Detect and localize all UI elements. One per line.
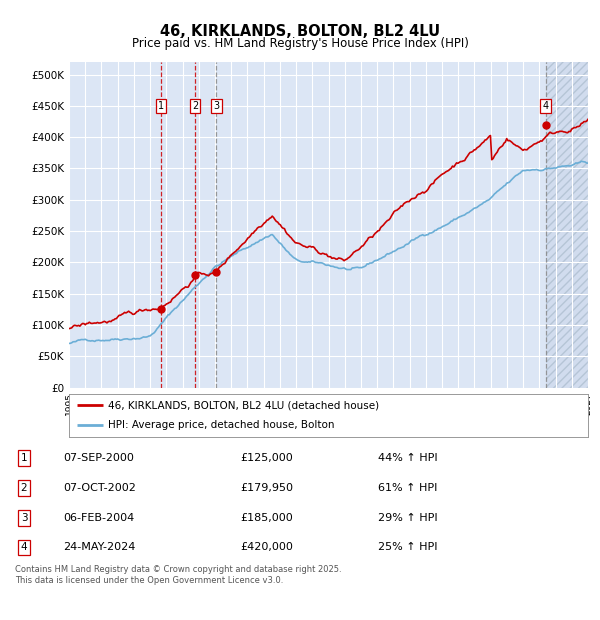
Text: £179,950: £179,950 <box>240 483 293 493</box>
Text: 24-MAY-2024: 24-MAY-2024 <box>63 542 136 552</box>
Text: £420,000: £420,000 <box>240 542 293 552</box>
Text: 46, KIRKLANDS, BOLTON, BL2 4LU (detached house): 46, KIRKLANDS, BOLTON, BL2 4LU (detached… <box>108 401 379 410</box>
Text: £185,000: £185,000 <box>240 513 293 523</box>
Text: Price paid vs. HM Land Registry's House Price Index (HPI): Price paid vs. HM Land Registry's House … <box>131 37 469 50</box>
Text: HPI: Average price, detached house, Bolton: HPI: Average price, detached house, Bolt… <box>108 420 334 430</box>
Bar <box>545 62 588 388</box>
Text: 25% ↑ HPI: 25% ↑ HPI <box>378 542 437 552</box>
Text: 07-SEP-2000: 07-SEP-2000 <box>63 453 134 463</box>
Text: 61% ↑ HPI: 61% ↑ HPI <box>378 483 437 493</box>
Text: 1: 1 <box>158 101 164 111</box>
Text: 07-OCT-2002: 07-OCT-2002 <box>63 483 136 493</box>
Text: 44% ↑ HPI: 44% ↑ HPI <box>378 453 437 463</box>
Text: 1: 1 <box>20 453 28 463</box>
Text: 4: 4 <box>20 542 28 552</box>
Text: 2: 2 <box>20 483 28 493</box>
Text: 06-FEB-2004: 06-FEB-2004 <box>63 513 134 523</box>
Text: 3: 3 <box>20 513 28 523</box>
Text: 4: 4 <box>542 101 549 111</box>
Text: 46, KIRKLANDS, BOLTON, BL2 4LU: 46, KIRKLANDS, BOLTON, BL2 4LU <box>160 24 440 38</box>
Text: Contains HM Land Registry data © Crown copyright and database right 2025.
This d: Contains HM Land Registry data © Crown c… <box>15 565 341 585</box>
Text: 2: 2 <box>192 101 198 111</box>
Text: 3: 3 <box>214 101 220 111</box>
Text: £125,000: £125,000 <box>240 453 293 463</box>
Text: 29% ↑ HPI: 29% ↑ HPI <box>378 513 437 523</box>
